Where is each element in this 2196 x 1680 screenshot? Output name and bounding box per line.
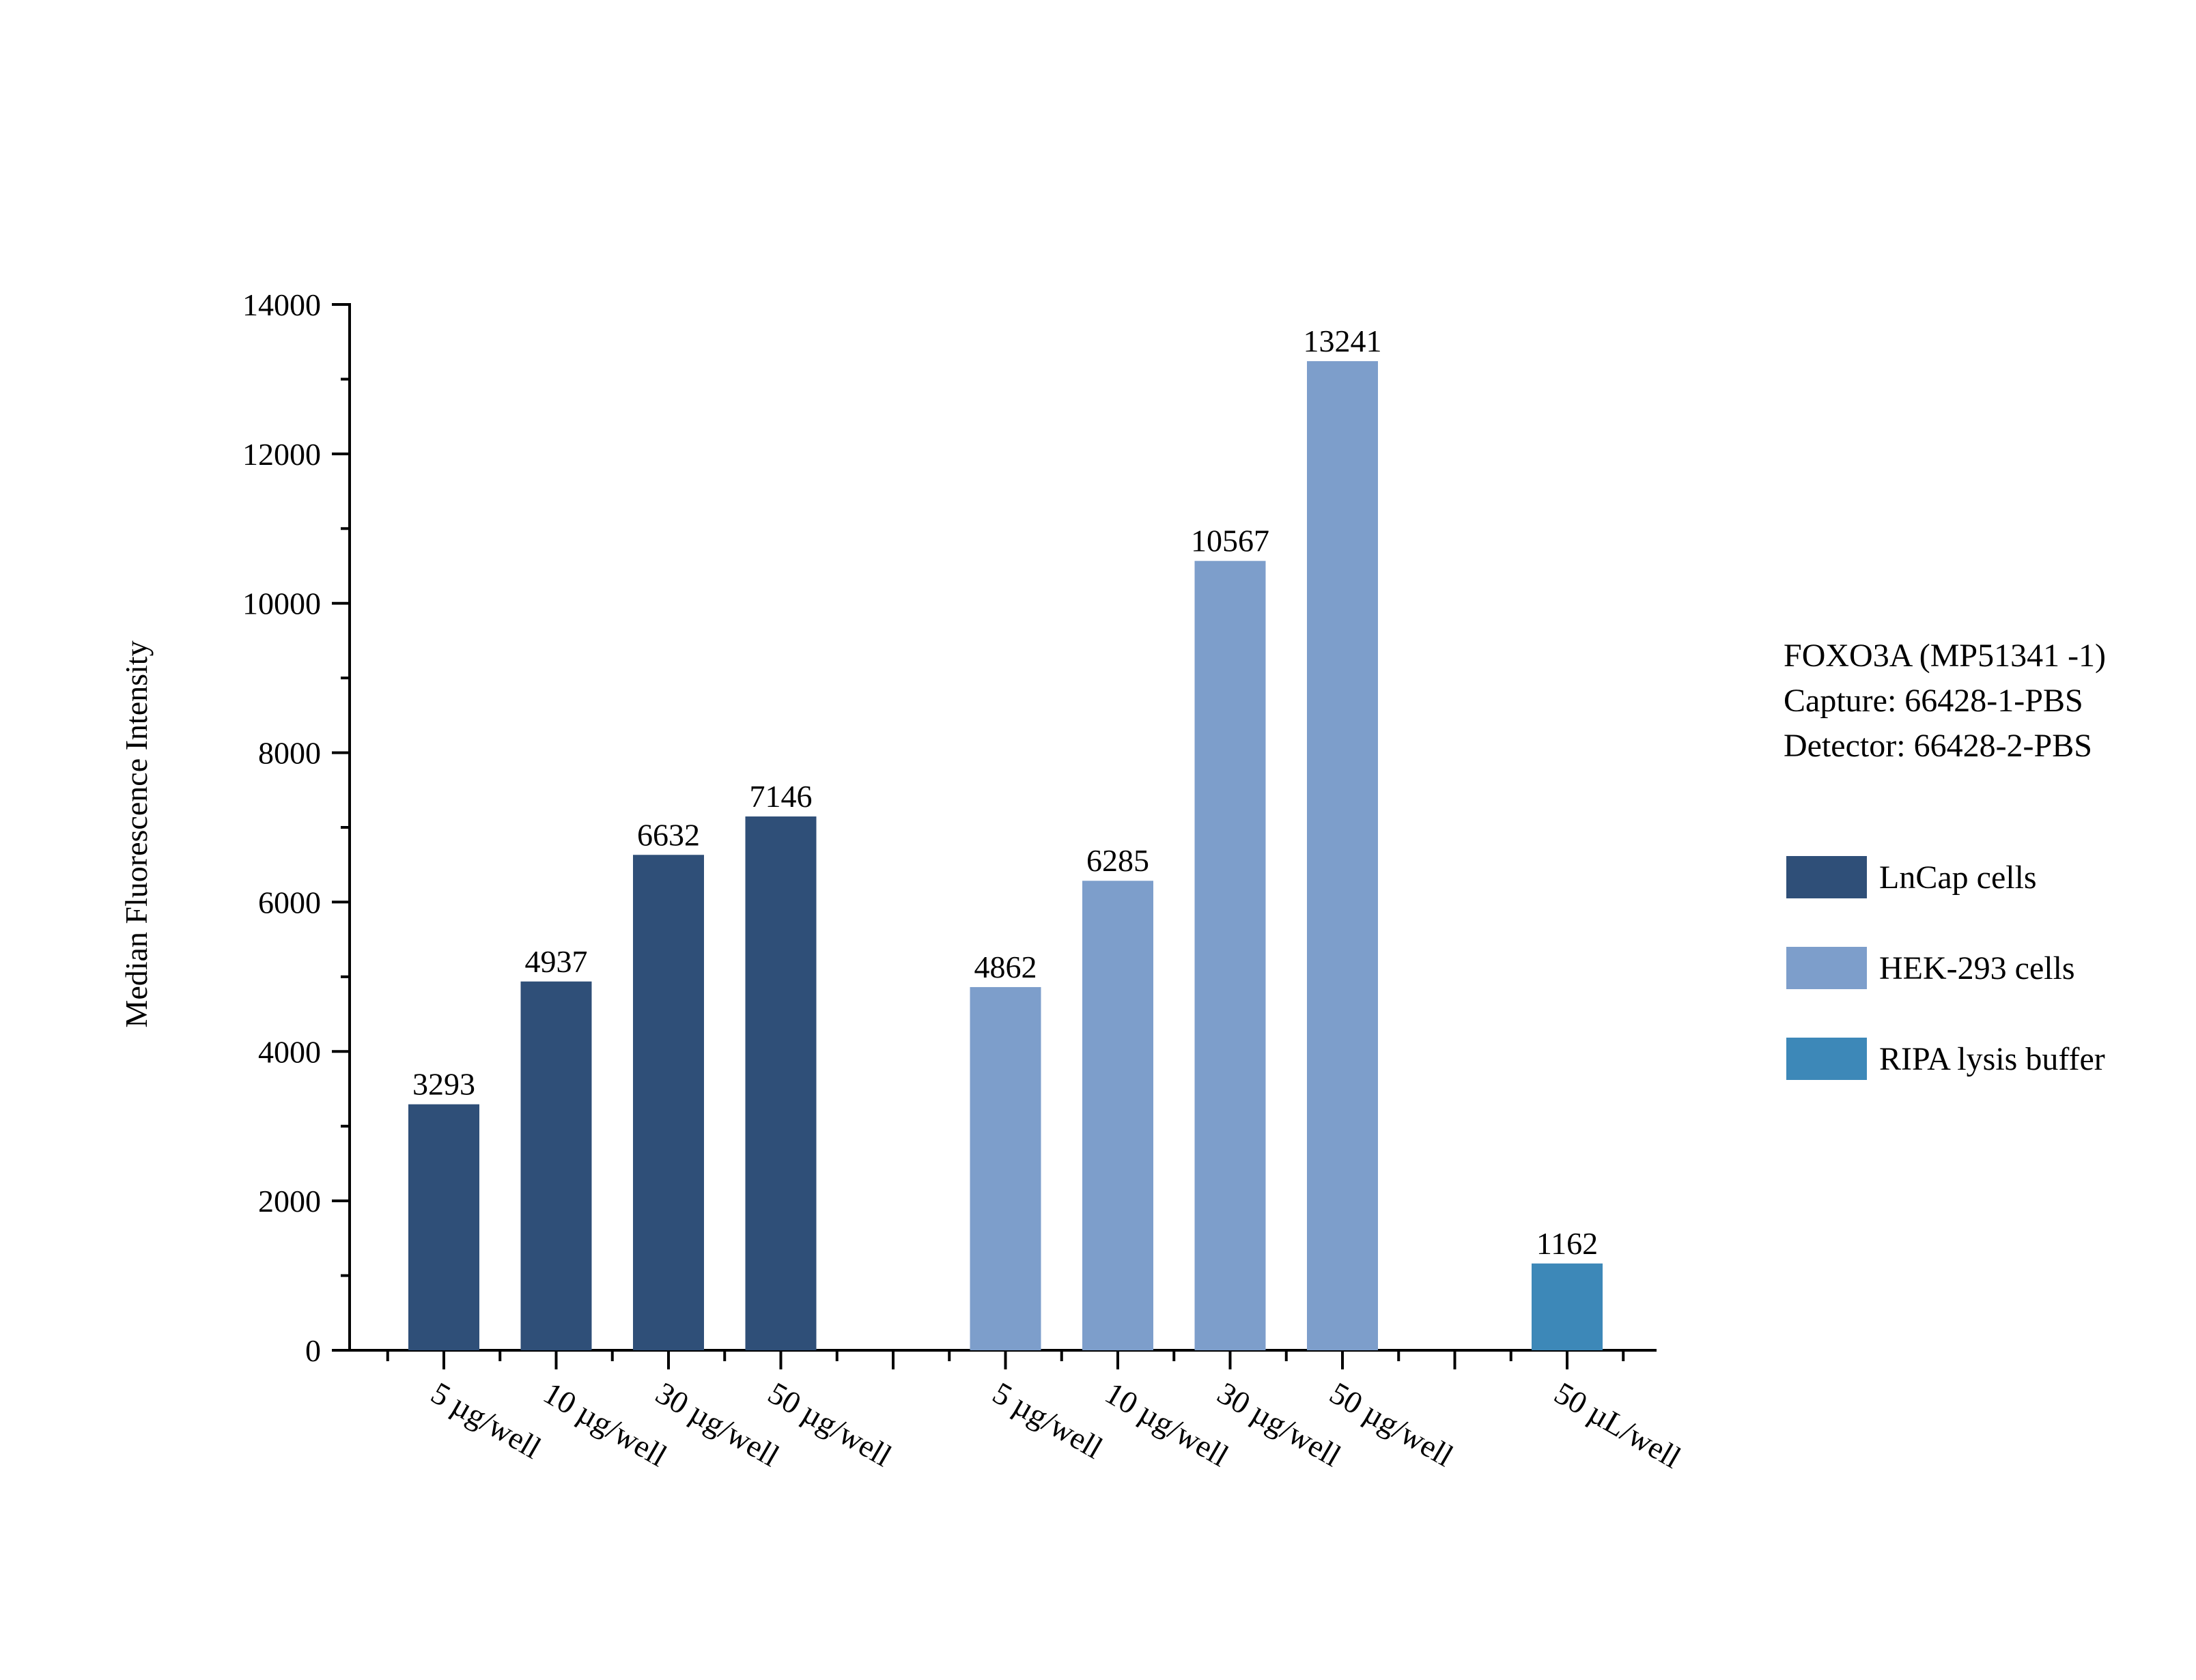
x-category-label: 5 µg/well (425, 1375, 547, 1465)
bar-value-label: 7146 (750, 779, 813, 814)
legend-label: RIPA lysis buffer (1879, 1041, 2105, 1077)
plot-area: 0 2000 4000 6000 8000 10000 12000 14000 Median F… (119, 287, 1687, 1475)
bar (1532, 1263, 1603, 1350)
bar-value-label: 3293 (412, 1067, 475, 1102)
info-line: Capture: 66428-1-PBS (1784, 683, 2083, 719)
bar (408, 1104, 479, 1350)
info-line: FOXO3A (MP51341 -1) (1784, 638, 2106, 674)
x-category-label: 50 µL/well (1549, 1375, 1687, 1475)
y-tick-label: 12000 (242, 437, 321, 472)
bar-value-label: 6285 (1086, 843, 1149, 878)
y-tick-label: 0 (305, 1333, 321, 1368)
bar-value-label: 6632 (637, 817, 700, 852)
bar-value-label: 1162 (1536, 1226, 1598, 1261)
x-category-label: 10 µg/well (538, 1375, 673, 1473)
y-tick-label: 4000 (258, 1034, 321, 1069)
y-tick-label: 2000 (258, 1184, 321, 1219)
legend: LnCap cells HEK-293 cells RIPA lysis buffe… (1786, 856, 2105, 1080)
y-axis-title: Median Fluorescence Intensity (119, 640, 154, 1027)
x-category-label: 30 µg/well (1212, 1375, 1347, 1473)
info-block: FOXO3A (MP51341 -1) Capture: 66428-1-PBS D… (1784, 638, 2106, 764)
x-category-label: 10 µg/well (1099, 1375, 1235, 1473)
bar (1307, 361, 1378, 1350)
bar-value-label: 4862 (974, 950, 1037, 984)
legend-swatch (1786, 856, 1867, 898)
bar (970, 986, 1041, 1350)
bar (1194, 560, 1266, 1351)
y-tick-label: 6000 (258, 885, 321, 920)
bar (745, 816, 817, 1350)
legend-label: HEK-293 cells (1879, 950, 2075, 986)
x-category-label: 5 µg/well (987, 1375, 1109, 1465)
legend-swatch (1786, 1038, 1867, 1080)
y-tick-label: 10000 (242, 586, 321, 621)
bar (1082, 881, 1153, 1350)
bar-value-label: 10567 (1191, 524, 1269, 558)
x-category-label: 50 µg/well (1324, 1375, 1459, 1473)
y-tick-label: 8000 (258, 736, 321, 771)
info-line: Detector: 66428-2-PBS (1784, 728, 2092, 764)
y-tick-label: 14000 (242, 287, 321, 322)
bar-value-label: 13241 (1304, 324, 1382, 358)
bar (520, 981, 592, 1350)
x-category-label: 30 µg/well (650, 1375, 785, 1473)
legend-label: LnCap cells (1879, 859, 2037, 896)
legend-swatch (1786, 947, 1867, 989)
bar-value-label: 4937 (525, 944, 588, 979)
bar (633, 855, 704, 1350)
x-category-label: 50 µg/well (763, 1375, 898, 1473)
